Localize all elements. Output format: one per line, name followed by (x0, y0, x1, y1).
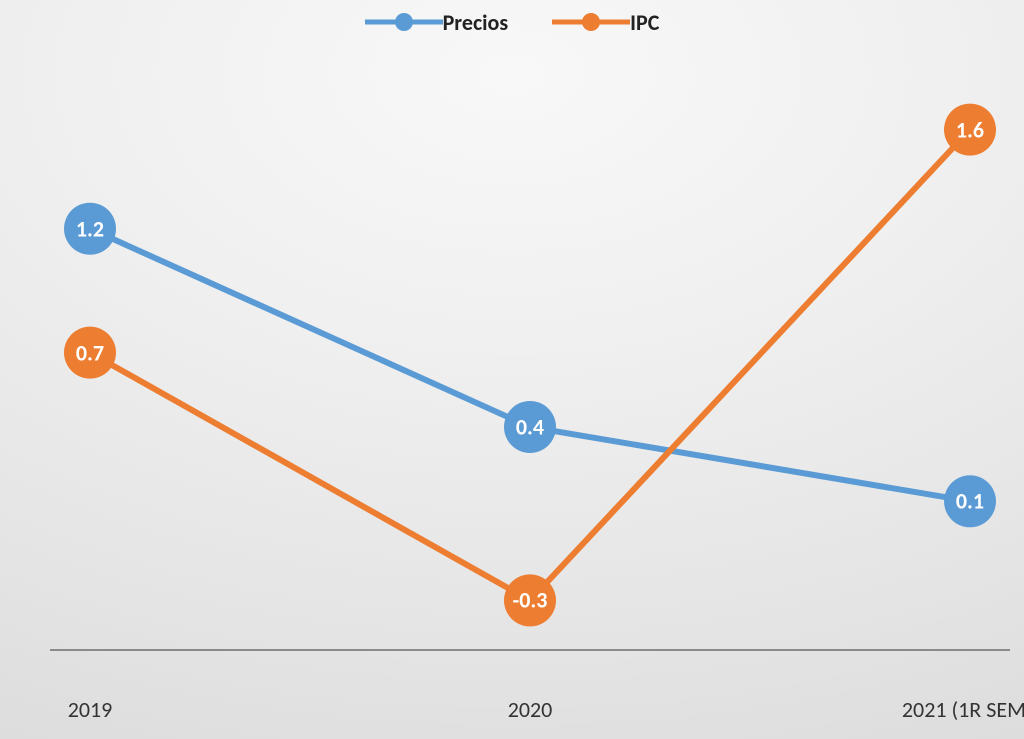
marker-ipc-2 (944, 104, 996, 156)
legend-label-precios: Precios (443, 9, 509, 36)
x-label-2: 2021 (1R SEM.) (902, 696, 1024, 723)
chart-legend: Precios IPC (0, 8, 1024, 36)
x-label-1: 2020 (508, 696, 553, 723)
x-label-0: 2019 (68, 696, 113, 723)
legend-swatch-precios (365, 8, 443, 36)
legend-dot-precios (395, 13, 413, 31)
legend-label-ipc: IPC (630, 9, 659, 36)
chart-svg (0, 0, 1024, 739)
marker-ipc-1 (504, 574, 556, 626)
legend-dot-ipc (582, 13, 600, 31)
series-line-ipc (90, 130, 970, 601)
legend-item-ipc: IPC (552, 8, 659, 36)
marker-precios-1 (504, 401, 556, 453)
marker-precios-0 (64, 203, 116, 255)
marker-ipc-0 (64, 327, 116, 379)
marker-precios-2 (944, 475, 996, 527)
legend-item-precios: Precios (365, 8, 509, 36)
line-chart: Precios IPC 1.2 0.4 0.1 0.7 -0.3 1.6 201… (0, 0, 1024, 739)
legend-swatch-ipc (552, 8, 630, 36)
